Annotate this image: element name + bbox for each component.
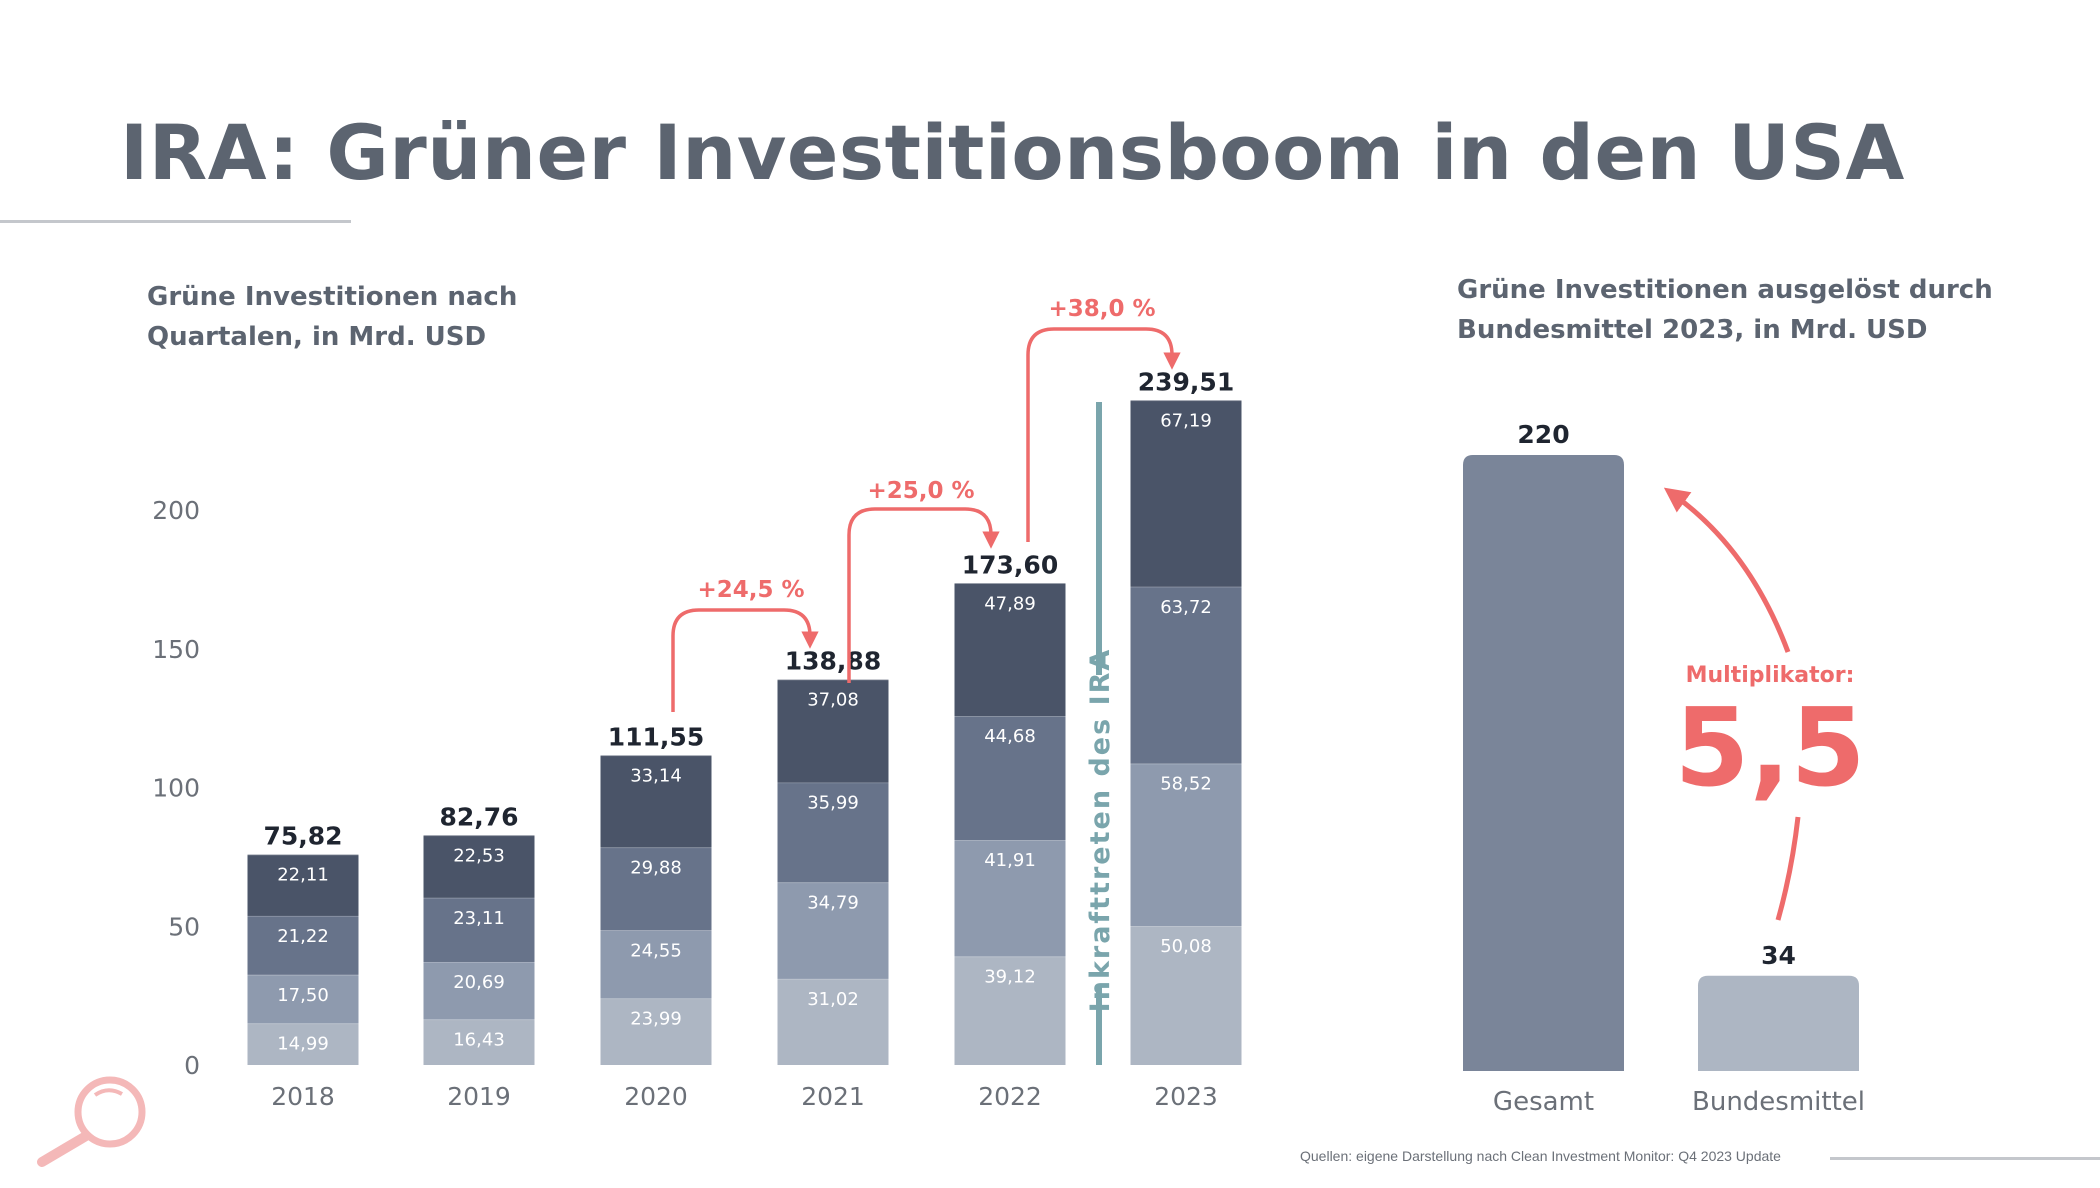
source-rule bbox=[1830, 1157, 2100, 1160]
segment-value-label: 29,88 bbox=[630, 857, 682, 878]
bar-segment bbox=[600, 930, 712, 999]
x-tick-label: 2018 bbox=[271, 1082, 335, 1111]
segment-value-label: 35,99 bbox=[807, 793, 859, 814]
y-tick-label: 0 bbox=[184, 1051, 200, 1080]
bar-segment bbox=[600, 847, 712, 931]
right-chart-title-line-1: Grüne Investitionen ausgelöst durch bbox=[1457, 275, 1993, 305]
left-chart-title: Grüne Investitionen nach Quartalen, in M… bbox=[147, 277, 517, 357]
bar-segment bbox=[1130, 763, 1242, 927]
y-tick-label: 150 bbox=[152, 635, 200, 664]
y-tick-label: 200 bbox=[152, 496, 200, 525]
growth-arrow bbox=[1026, 327, 1181, 542]
segment-value-label: 58,52 bbox=[1160, 774, 1212, 795]
multiplier-arrow bbox=[1663, 487, 1791, 653]
segment-value-label: 17,50 bbox=[277, 985, 329, 1006]
x-tick-label: Gesamt bbox=[1493, 1087, 1594, 1117]
multiplier-label: Multiplikator: bbox=[1686, 663, 1855, 688]
title-underline bbox=[0, 220, 351, 223]
right-chart-title-line-2: Bundesmittel 2023, in Mrd. USD bbox=[1457, 315, 1928, 345]
growth-arrow bbox=[847, 507, 1000, 683]
bar-segment bbox=[954, 956, 1066, 1065]
segment-value-label: 16,43 bbox=[453, 1029, 505, 1050]
segment-value-label: 44,68 bbox=[984, 726, 1036, 747]
y-tick-label: 100 bbox=[152, 774, 200, 803]
bar-value-label: 220 bbox=[1517, 420, 1569, 449]
multiplier-arrow-tail bbox=[1775, 816, 1801, 921]
segment-value-label: 33,14 bbox=[630, 765, 682, 786]
bar-value-label: 34 bbox=[1761, 941, 1796, 970]
magnifier-icon bbox=[37, 1076, 146, 1167]
bar-segment bbox=[247, 974, 359, 1024]
bar-segment bbox=[777, 679, 889, 783]
growth-label: +25,0 % bbox=[867, 478, 974, 504]
segment-value-label: 14,99 bbox=[277, 1033, 329, 1054]
segment-value-label: 50,08 bbox=[1160, 936, 1212, 957]
left-chart-title-line-2: Quartalen, in Mrd. USD bbox=[147, 322, 487, 352]
bar-segment bbox=[423, 835, 535, 898]
bar-total-label: 173,60 bbox=[962, 550, 1058, 579]
x-tick-label: Bundesmittel bbox=[1692, 1087, 1865, 1117]
segment-value-label: 31,02 bbox=[807, 989, 859, 1010]
bar-total-label: 239,51 bbox=[1138, 367, 1234, 396]
growth-label: +24,5 % bbox=[697, 577, 804, 603]
segment-value-label: 41,91 bbox=[984, 850, 1036, 871]
segment-value-label: 23,99 bbox=[630, 1008, 682, 1029]
x-tick-label: 2023 bbox=[1154, 1082, 1218, 1111]
segment-value-label: 22,11 bbox=[277, 865, 329, 886]
bar-segment bbox=[247, 915, 359, 975]
magnifier-handle bbox=[37, 1131, 91, 1167]
bar-total-label: 138,88 bbox=[785, 647, 881, 676]
multiplier-value: 5,5 bbox=[1674, 686, 1865, 811]
segment-value-label: 67,19 bbox=[1160, 410, 1212, 431]
x-tick-label: 2021 bbox=[801, 1082, 865, 1111]
x-tick-label: 2020 bbox=[624, 1082, 688, 1111]
bar-segment bbox=[1130, 926, 1242, 1065]
right-chart-title: Grüne Investitionen ausgelöst durch Bund… bbox=[1457, 270, 1993, 350]
bar-total-label: 111,55 bbox=[608, 722, 704, 751]
magnifier-glint bbox=[93, 1088, 123, 1097]
bar-segment bbox=[423, 897, 535, 962]
bar-total-label: 82,76 bbox=[439, 802, 518, 831]
segment-value-label: 20,69 bbox=[453, 972, 505, 993]
bar-segment bbox=[954, 583, 1066, 717]
segment-value-label: 34,79 bbox=[807, 892, 859, 913]
segment-value-label: 47,89 bbox=[984, 593, 1036, 614]
segment-value-label: 39,12 bbox=[984, 966, 1036, 987]
bar-segment bbox=[1130, 400, 1242, 587]
growth-arrow bbox=[671, 608, 819, 712]
bar-segment bbox=[777, 978, 889, 1065]
x-tick-label: 2022 bbox=[978, 1082, 1042, 1111]
bar-segment bbox=[247, 1023, 359, 1065]
bar-segment bbox=[600, 755, 712, 848]
bar-segment bbox=[954, 840, 1066, 957]
segment-value-label: 37,08 bbox=[807, 690, 859, 711]
page-title: IRA: Grüner Investitionsboom in den USA bbox=[120, 108, 1905, 197]
segment-value-label: 22,53 bbox=[453, 845, 505, 866]
ira-marker-label: Inkrafttreten des IRA bbox=[1085, 648, 1116, 1013]
bar-segment bbox=[247, 854, 359, 916]
segment-value-label: 21,22 bbox=[277, 926, 329, 947]
y-tick-label: 50 bbox=[168, 912, 200, 941]
magnifier-lens bbox=[74, 1076, 146, 1148]
left-chart-title-line-1: Grüne Investitionen nach bbox=[147, 282, 518, 312]
bar-segment bbox=[423, 1019, 535, 1065]
bar-segment bbox=[777, 882, 889, 979]
bar-gesamt bbox=[1463, 455, 1624, 1071]
bar-segment bbox=[423, 961, 535, 1020]
bar-segment bbox=[954, 716, 1066, 841]
source-note: Quellen: eigene Darstellung nach Clean I… bbox=[1300, 1148, 1781, 1164]
segment-value-label: 24,55 bbox=[630, 940, 682, 961]
bar-bundesmittel bbox=[1698, 975, 1859, 1071]
bar-segment bbox=[600, 998, 712, 1065]
bar-segment bbox=[777, 782, 889, 883]
x-tick-label: 2019 bbox=[447, 1082, 511, 1111]
segment-value-label: 63,72 bbox=[1160, 597, 1212, 618]
segment-value-label: 23,11 bbox=[453, 908, 505, 929]
bar-total-label: 75,82 bbox=[263, 822, 342, 851]
bar-segment bbox=[1130, 586, 1242, 764]
growth-label: +38,0 % bbox=[1048, 296, 1155, 322]
